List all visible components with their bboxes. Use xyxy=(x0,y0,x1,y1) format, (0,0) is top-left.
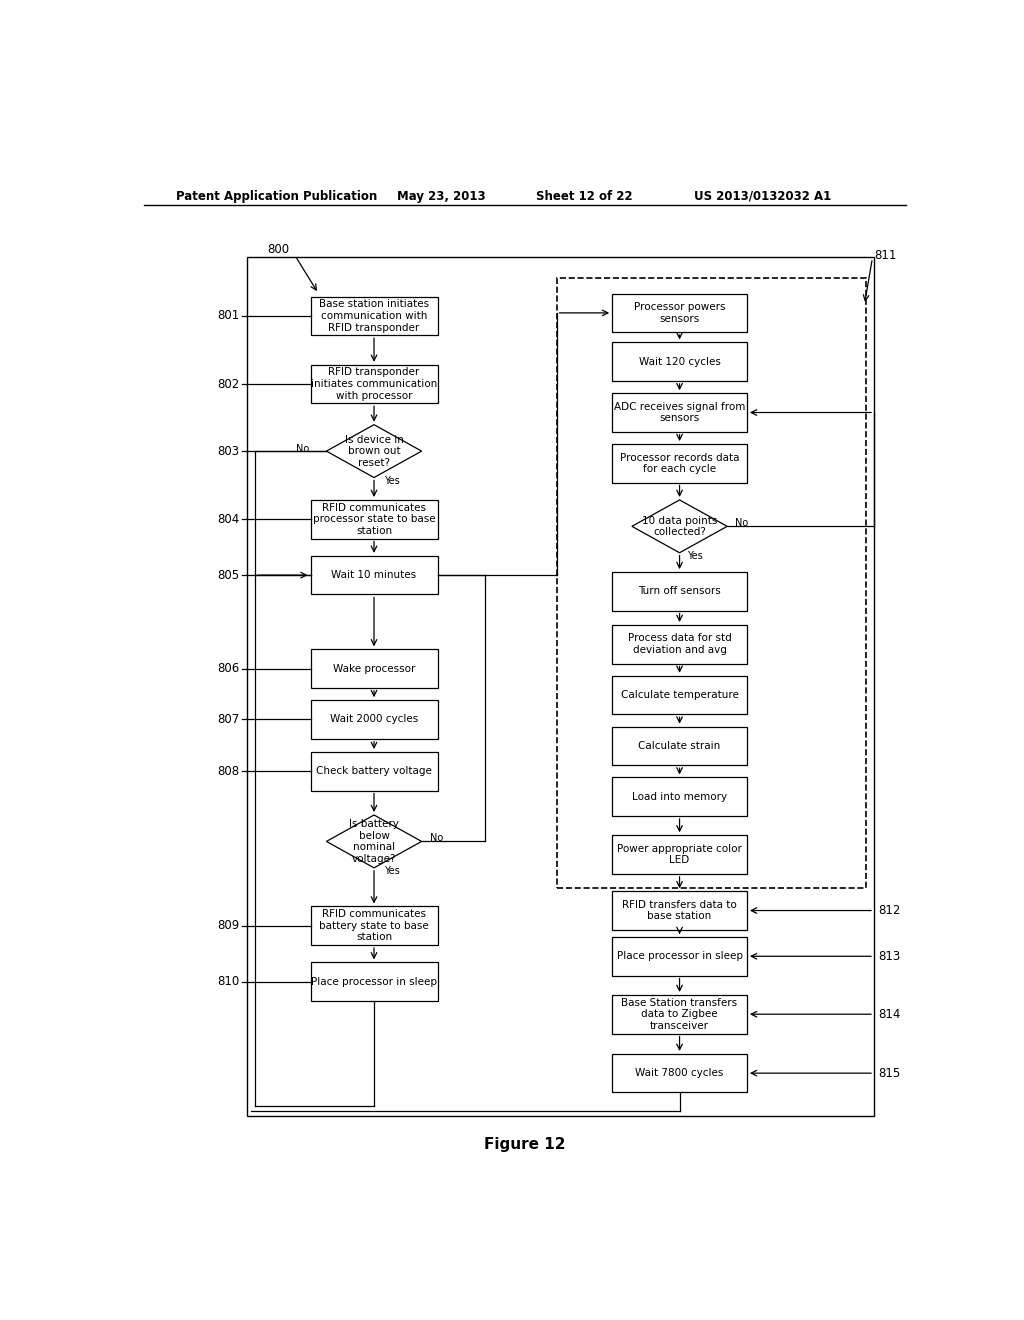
FancyBboxPatch shape xyxy=(612,624,748,664)
FancyBboxPatch shape xyxy=(612,937,748,975)
Text: Sheet 12 of 22: Sheet 12 of 22 xyxy=(536,190,633,202)
Polygon shape xyxy=(327,425,422,478)
Text: Turn off sensors: Turn off sensors xyxy=(638,586,721,597)
Text: Wait 10 minutes: Wait 10 minutes xyxy=(332,570,417,579)
FancyBboxPatch shape xyxy=(310,297,437,335)
Text: Is device in
brown out
reset?: Is device in brown out reset? xyxy=(345,434,403,467)
Text: 806: 806 xyxy=(217,663,240,675)
Text: 814: 814 xyxy=(878,1007,900,1020)
FancyBboxPatch shape xyxy=(310,907,437,945)
Text: Patent Application Publication: Patent Application Publication xyxy=(176,190,377,202)
Text: 810: 810 xyxy=(217,975,240,989)
Text: Calculate strain: Calculate strain xyxy=(638,741,721,751)
FancyBboxPatch shape xyxy=(310,962,437,1001)
FancyBboxPatch shape xyxy=(612,342,748,381)
FancyBboxPatch shape xyxy=(612,726,748,766)
Text: 807: 807 xyxy=(217,713,240,726)
FancyBboxPatch shape xyxy=(612,444,748,483)
Text: Processor powers
sensors: Processor powers sensors xyxy=(634,302,725,323)
Text: Place processor in sleep: Place processor in sleep xyxy=(311,977,437,986)
Text: No: No xyxy=(296,444,309,454)
FancyBboxPatch shape xyxy=(612,293,748,333)
FancyBboxPatch shape xyxy=(612,393,748,432)
FancyBboxPatch shape xyxy=(310,500,437,539)
Text: ADC receives signal from
sensors: ADC receives signal from sensors xyxy=(613,401,745,424)
Text: 10 data points
collected?: 10 data points collected? xyxy=(642,516,717,537)
FancyBboxPatch shape xyxy=(310,556,437,594)
FancyBboxPatch shape xyxy=(612,1053,748,1093)
Polygon shape xyxy=(632,500,727,553)
Text: Figure 12: Figure 12 xyxy=(484,1137,565,1152)
Text: 808: 808 xyxy=(217,764,240,777)
FancyBboxPatch shape xyxy=(310,752,437,791)
Text: 812: 812 xyxy=(878,904,900,917)
Text: No: No xyxy=(735,519,749,528)
Text: Yes: Yes xyxy=(687,550,703,561)
FancyBboxPatch shape xyxy=(310,700,437,739)
Text: 800: 800 xyxy=(267,243,289,256)
Text: 811: 811 xyxy=(873,249,896,263)
FancyBboxPatch shape xyxy=(612,676,748,714)
Text: RFID communicates
battery state to base
station: RFID communicates battery state to base … xyxy=(319,909,429,942)
Text: Place processor in sleep: Place processor in sleep xyxy=(616,952,742,961)
FancyBboxPatch shape xyxy=(612,572,748,611)
Text: Wait 120 cycles: Wait 120 cycles xyxy=(639,356,721,367)
Text: Is battery
below
nominal
voltage?: Is battery below nominal voltage? xyxy=(349,818,399,863)
Text: Power appropriate color
LED: Power appropriate color LED xyxy=(617,843,742,866)
Text: Yes: Yes xyxy=(384,475,399,486)
Text: 805: 805 xyxy=(217,569,240,582)
Text: Base station initiates
communication with
RFID transponder: Base station initiates communication wit… xyxy=(318,300,429,333)
FancyBboxPatch shape xyxy=(612,891,748,929)
FancyBboxPatch shape xyxy=(612,777,748,816)
Text: RFID communicates
processor state to base
station: RFID communicates processor state to bas… xyxy=(312,503,435,536)
Text: Process data for std
deviation and avg: Process data for std deviation and avg xyxy=(628,634,731,655)
Text: 809: 809 xyxy=(217,919,240,932)
FancyBboxPatch shape xyxy=(310,649,437,688)
FancyBboxPatch shape xyxy=(612,995,748,1034)
Text: Check battery voltage: Check battery voltage xyxy=(316,767,432,776)
Text: No: No xyxy=(430,833,442,843)
Text: US 2013/0132032 A1: US 2013/0132032 A1 xyxy=(694,190,831,202)
Text: 801: 801 xyxy=(217,309,240,322)
Text: 802: 802 xyxy=(217,378,240,391)
Text: 804: 804 xyxy=(217,512,240,525)
Text: Wait 7800 cycles: Wait 7800 cycles xyxy=(635,1068,724,1078)
Text: Load into memory: Load into memory xyxy=(632,792,727,801)
Polygon shape xyxy=(327,814,422,867)
Text: May 23, 2013: May 23, 2013 xyxy=(397,190,485,202)
Text: Base Station transfers
data to Zigbee
transceiver: Base Station transfers data to Zigbee tr… xyxy=(622,998,737,1031)
Text: RFID transfers data to
base station: RFID transfers data to base station xyxy=(623,900,737,921)
Text: Processor records data
for each cycle: Processor records data for each cycle xyxy=(620,453,739,474)
Text: Yes: Yes xyxy=(384,866,399,875)
Text: Wake processor: Wake processor xyxy=(333,664,415,673)
Text: Wait 2000 cycles: Wait 2000 cycles xyxy=(330,714,418,725)
Text: 815: 815 xyxy=(878,1067,900,1080)
Text: 813: 813 xyxy=(878,950,900,962)
Text: RFID transponder
initiates communication
with processor: RFID transponder initiates communication… xyxy=(311,367,437,401)
Text: 803: 803 xyxy=(217,445,240,458)
FancyBboxPatch shape xyxy=(612,836,748,874)
FancyBboxPatch shape xyxy=(310,364,437,404)
Text: Calculate temperature: Calculate temperature xyxy=(621,690,738,700)
